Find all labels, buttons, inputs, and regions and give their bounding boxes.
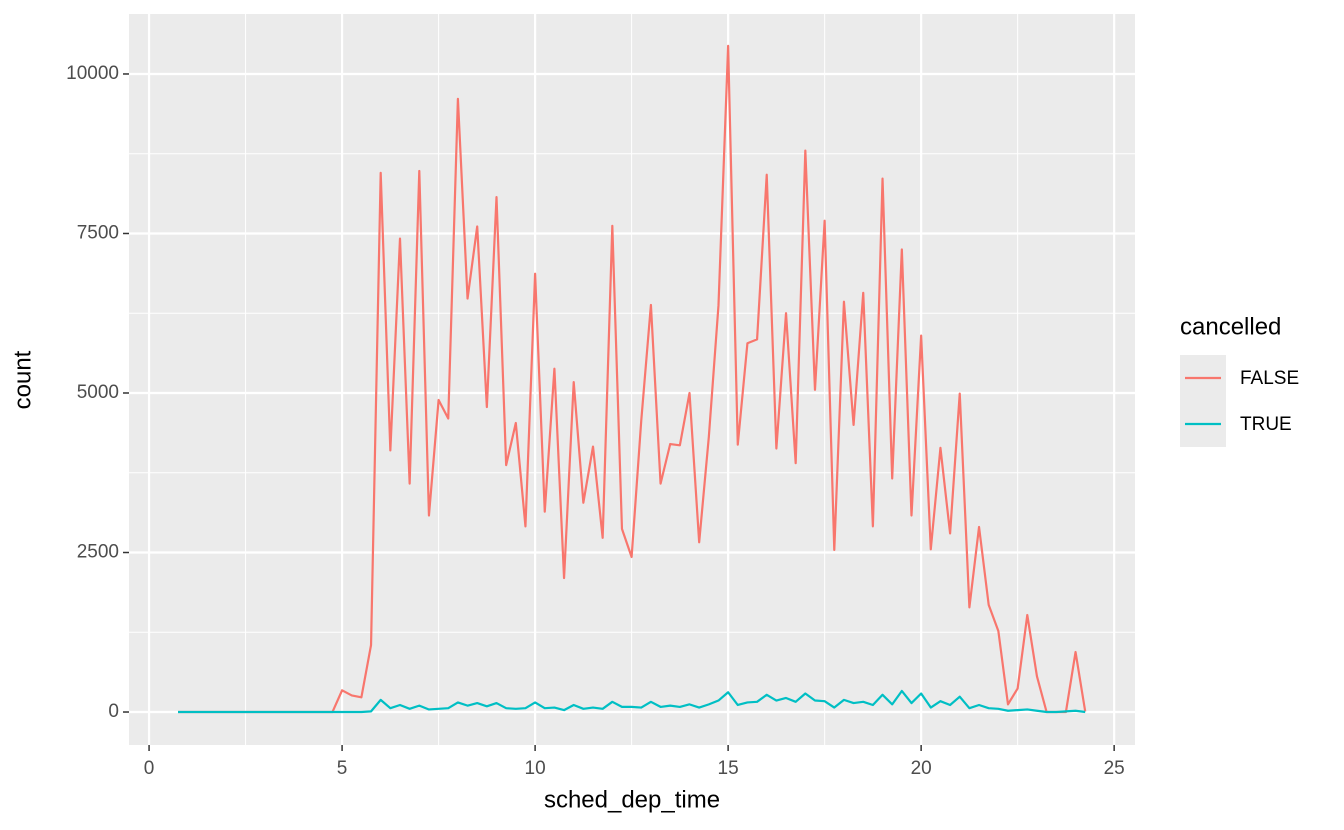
y-tick-label: 10000 [66, 63, 119, 84]
legend-title: cancelled [1180, 313, 1281, 340]
grid [129, 14, 1135, 745]
y-tick-label: 0 [108, 701, 119, 722]
lines [178, 44, 1087, 714]
x-tick-label: 10 [525, 758, 546, 779]
y-tick-label: 5000 [77, 382, 119, 403]
x-tick-label: 25 [1104, 758, 1125, 779]
x-tick-label: 0 [144, 758, 155, 779]
x-axis-title: sched_dep_time [544, 786, 720, 813]
series-line [178, 689, 1086, 714]
x-tick-label: 20 [911, 758, 932, 779]
y-tick-label: 7500 [77, 223, 119, 244]
legend: FALSE TRUE [1180, 355, 1299, 447]
legend-label: FALSE [1240, 368, 1299, 389]
legend-label: TRUE [1240, 414, 1292, 435]
x-tick-label: 15 [718, 758, 739, 779]
y-tick-label: 2500 [77, 542, 119, 563]
x-tick-label: 5 [337, 758, 348, 779]
y-axis-title: count [9, 350, 36, 409]
